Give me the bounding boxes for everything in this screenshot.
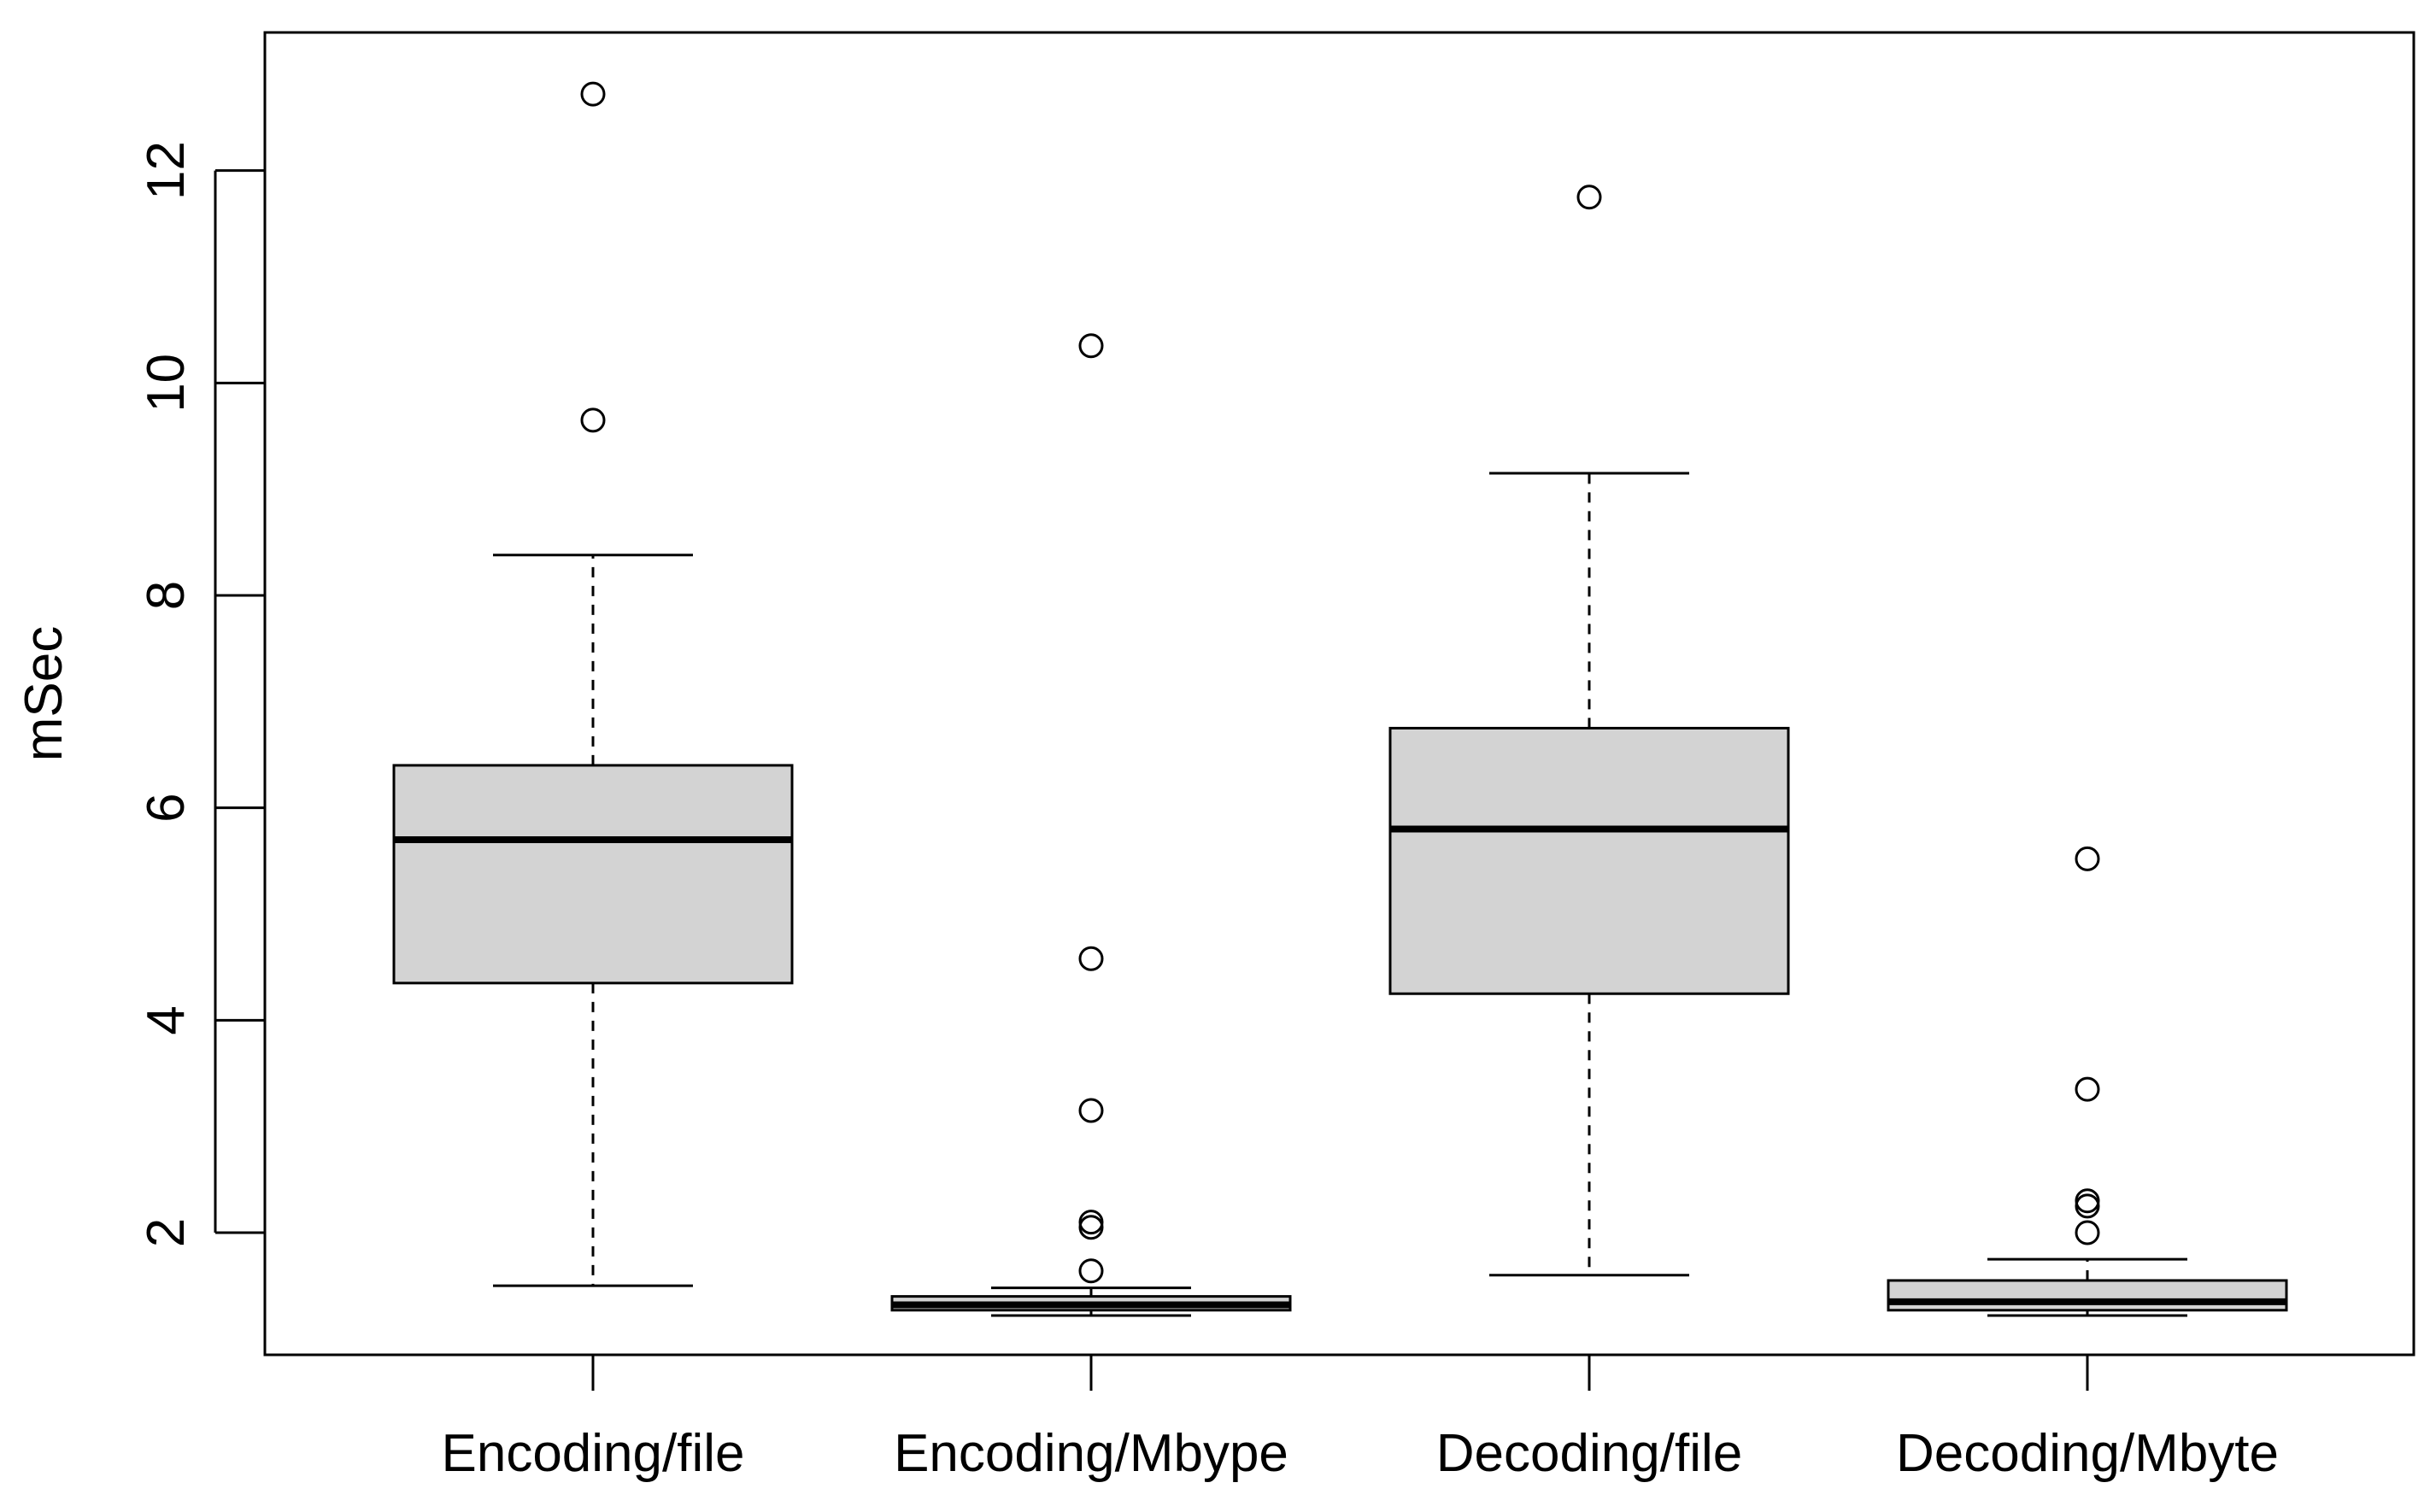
y-tick-label-2: 2 — [137, 1218, 196, 1247]
box-iqr-1 — [392, 764, 794, 985]
box-4 — [1887, 1257, 2288, 1317]
x-tick-label-2: Decoding/file — [1436, 1424, 1742, 1483]
outlier-4-5 — [2075, 846, 2100, 871]
box-iqr-4 — [1887, 1279, 2288, 1312]
y-axis-title: mSec — [15, 626, 73, 761]
y-tick-label-8: 8 — [137, 581, 196, 610]
outlier-1-1 — [580, 407, 606, 433]
y-tick-label-4: 4 — [137, 1005, 196, 1034]
box-1 — [392, 554, 794, 1287]
x-tick-label-1: Encoding/Mbype — [894, 1424, 1288, 1483]
outliers-group — [580, 81, 2100, 1284]
outlier-2-6 — [1078, 333, 1104, 359]
outlier-2-4 — [1078, 1098, 1104, 1123]
x-axis: Encoding/file Encoding/Mbype Decoding/file… — [441, 1355, 2279, 1483]
y-tick-label-10: 10 — [137, 354, 196, 413]
outlier-2-1 — [1078, 1258, 1104, 1284]
outlier-2-3 — [1078, 1210, 1104, 1235]
outlier-4-4 — [2075, 1076, 2100, 1102]
plot-frame — [263, 31, 2415, 1357]
outlier-4-1 — [2075, 1220, 2100, 1245]
outlier-4-2 — [2075, 1193, 2100, 1219]
box-2 — [890, 1286, 1292, 1317]
box-iqr-3 — [1388, 726, 1790, 995]
box-3 — [1388, 472, 1790, 1277]
x-tick-label-0: Encoding/file — [441, 1424, 744, 1483]
outlier-1-2 — [580, 81, 606, 107]
outlier-2-5 — [1078, 946, 1104, 971]
boxes-group — [392, 472, 2288, 1317]
outlier-2-2 — [1078, 1215, 1104, 1240]
outlier-3-1 — [1576, 185, 1602, 210]
y-tick-label-6: 6 — [137, 793, 196, 822]
outlier-4-3 — [2075, 1188, 2100, 1214]
y-axis: 2 4 6 8 10 12 — [137, 141, 265, 1247]
x-tick-label-3: Decoding/Mbyte — [1896, 1424, 2279, 1483]
y-tick-label-12: 12 — [137, 141, 196, 200]
